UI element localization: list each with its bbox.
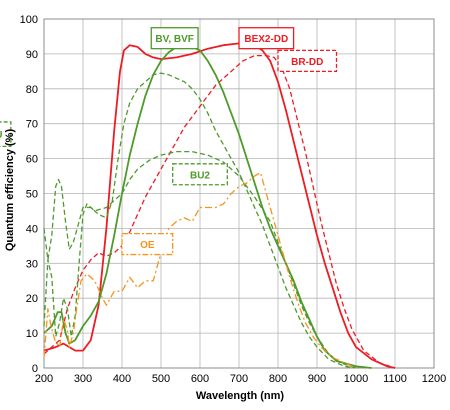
annotation-oe: OE — [121, 232, 174, 256]
y-tick-labels: 0 10 20 30 40 50 60 70 80 90 100 — [20, 14, 38, 375]
annotation-bv-bvf: BV, BVF — [150, 27, 199, 50]
y-tick-label: 50 — [26, 189, 38, 201]
annotation-box — [238, 27, 295, 50]
y-tick-label: 70 — [26, 119, 38, 131]
x-tick-label: 1100 — [383, 373, 407, 385]
annotation-br-dd: BR-DD — [277, 49, 338, 73]
plot-border — [43, 18, 435, 369]
series-line-bu2 — [43, 150, 357, 369]
y-tick-label: 20 — [26, 293, 38, 305]
annotation-box — [172, 163, 228, 186]
x-tick-label: 200 — [35, 373, 53, 385]
y-tick-label: 100 — [20, 14, 38, 26]
y-tick-label: 10 — [26, 328, 38, 340]
annotation-label: BU — [0, 130, 2, 141]
annotation-label: OE — [140, 240, 155, 251]
annotation-label: BR-DD — [291, 57, 323, 68]
y-tick-label: 30 — [26, 258, 38, 270]
series-line-bex2-dd — [43, 42, 396, 369]
x-tick-label: 600 — [191, 373, 209, 385]
x-axis-title: Wavelength (nm) — [196, 390, 285, 402]
series-line-br-dd — [43, 54, 396, 369]
annotation-box — [150, 27, 199, 50]
x-tick-label: 1000 — [344, 373, 368, 385]
series-line-oe — [43, 171, 357, 369]
x-tick-label: 700 — [230, 373, 248, 385]
plot-frame — [43, 18, 435, 369]
annotation-label: BV, BVF — [155, 34, 194, 45]
series-group — [43, 42, 396, 369]
y-tick-label: 40 — [26, 223, 38, 235]
series-line-bv-bvf — [43, 44, 372, 369]
y-tick-label: 90 — [26, 49, 38, 61]
y-tick-label: 60 — [26, 154, 38, 166]
y-tick-label: 0 — [32, 363, 38, 375]
annotations: BV, BVF BEX2-DD BR-DD BU BU2 OE — [0, 27, 338, 256]
x-tick-label: 400 — [113, 373, 131, 385]
x-tick-label: 900 — [308, 373, 326, 385]
annotation-bu: BU — [0, 121, 12, 148]
annotation-bex2-dd: BEX2-DD — [238, 27, 295, 50]
annotation-box — [121, 232, 174, 256]
annotation-label: BEX2-DD — [244, 34, 288, 45]
annotation-label: BU2 — [190, 170, 210, 181]
annotation-box — [277, 49, 338, 73]
series-line-bu — [43, 72, 357, 369]
x-tick-label: 300 — [74, 373, 92, 385]
grid — [43, 18, 435, 369]
annotation-box — [0, 121, 12, 148]
x-tick-labels: 200 300 400 500 600 700 800 900 1000 1100 1200 — [35, 373, 446, 385]
x-tick-label: 1200 — [422, 373, 446, 385]
x-tick-label: 500 — [152, 373, 170, 385]
y-tick-label: 80 — [26, 84, 38, 96]
y-axis-title: Quantum efficiency (%) — [4, 129, 16, 252]
annotation-bu2: BU2 — [172, 163, 228, 186]
x-tick-label: 800 — [269, 373, 287, 385]
